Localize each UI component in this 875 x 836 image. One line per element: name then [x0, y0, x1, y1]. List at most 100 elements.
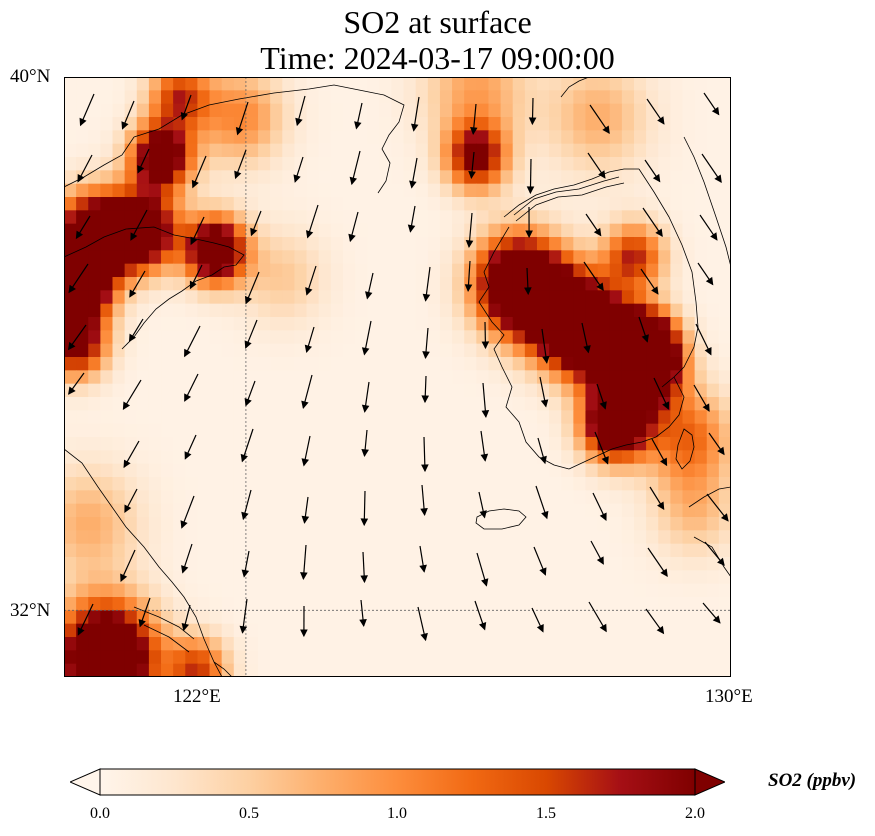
so2-cell: [379, 290, 393, 305]
so2-cell: [536, 370, 550, 385]
so2-cell: [233, 197, 247, 211]
so2-cell: [88, 637, 101, 651]
so2-cell: [646, 423, 659, 438]
so2-cell: [294, 223, 308, 238]
so2-cell: [148, 437, 162, 451]
so2-cell: [658, 263, 671, 278]
so2-cell: [148, 370, 162, 385]
so2-cell: [342, 103, 356, 118]
so2-cell: [561, 210, 574, 225]
wind-arrow-head: [464, 284, 473, 293]
so2-cell: [306, 317, 320, 331]
so2-cell: [452, 410, 465, 425]
so2-cell: [112, 397, 126, 411]
so2-cell: [573, 623, 587, 638]
so2-cell: [524, 557, 538, 571]
so2-cell: [112, 237, 126, 251]
so2-cell: [294, 650, 308, 665]
so2-cell: [342, 463, 356, 478]
so2-cell: [658, 490, 671, 505]
so2-cell: [64, 183, 77, 198]
so2-cell: [609, 610, 623, 625]
so2-cell: [294, 503, 308, 518]
so2-cell: [633, 637, 647, 651]
wind-arrow-head: [180, 112, 188, 121]
so2-cell: [282, 170, 296, 185]
so2-cell: [124, 557, 138, 571]
so2-cell: [536, 290, 550, 305]
so2-cell: [658, 277, 671, 291]
so2-cell: [185, 290, 198, 305]
so2-cell: [379, 330, 393, 345]
so2-cell: [233, 437, 247, 451]
so2-cell: [403, 383, 417, 398]
so2-cell: [197, 223, 211, 238]
so2-cell: [124, 197, 138, 211]
so2-cell: [488, 517, 502, 531]
so2-cell: [258, 450, 271, 465]
so2-cell: [549, 143, 562, 158]
so2-cell: [391, 303, 405, 318]
so2-cell: [682, 103, 696, 118]
so2-cell: [694, 650, 708, 665]
so2-cell: [282, 250, 296, 265]
so2-cell: [161, 623, 174, 638]
so2-cell: [585, 90, 599, 105]
so2-cell: [245, 637, 259, 651]
so2-cell: [342, 650, 356, 665]
so2-cell: [706, 317, 720, 331]
so2-cell: [670, 183, 684, 198]
so2-cell: [682, 557, 696, 571]
so2-cell: [633, 117, 647, 131]
so2-cell: [706, 330, 720, 345]
so2-cell: [694, 437, 708, 451]
so2-cell: [706, 170, 720, 185]
so2-cell: [439, 250, 453, 265]
so2-cell: [403, 437, 417, 451]
so2-cell: [609, 597, 623, 611]
so2-cell: [670, 210, 684, 225]
so2-cell: [646, 517, 659, 531]
so2-cell: [64, 237, 77, 251]
so2-cell: [112, 490, 126, 505]
so2-cell: [270, 410, 283, 425]
so2-cell: [646, 357, 659, 371]
so2-cell: [415, 423, 429, 438]
wind-arrow-head: [526, 186, 535, 195]
so2-cell: [524, 250, 538, 265]
so2-cell: [245, 663, 259, 677]
so2-cell: [161, 170, 174, 185]
so2-cell: [76, 130, 89, 145]
so2-cell: [112, 250, 126, 265]
so2-cell: [561, 250, 574, 265]
wind-arrow-head: [68, 386, 76, 395]
so2-cell: [476, 290, 490, 305]
so2-cell: [549, 503, 562, 518]
so2-cell: [621, 210, 635, 225]
so2-cell: [270, 223, 283, 238]
so2-cell: [221, 103, 235, 118]
so2-cell: [355, 637, 368, 651]
so2-cell: [670, 90, 684, 105]
so2-cell: [379, 317, 393, 331]
so2-cell: [585, 490, 599, 505]
so2-cell: [330, 557, 344, 571]
so2-cell: [209, 130, 223, 145]
so2-cell: [112, 450, 126, 465]
so2-cell: [209, 103, 223, 118]
so2-cell: [500, 503, 514, 518]
so2-cell: [318, 610, 332, 625]
so2-cell: [500, 437, 514, 451]
so2-cell: [452, 183, 465, 198]
so2-cell: [282, 530, 296, 545]
so2-cell: [415, 437, 429, 451]
so2-cell: [464, 183, 477, 198]
so2-cell: [282, 543, 296, 558]
so2-cell: [427, 90, 441, 105]
so2-cell: [197, 303, 211, 318]
so2-cell: [221, 650, 235, 665]
so2-cell: [197, 90, 211, 105]
so2-cell: [415, 157, 429, 171]
so2-cell: [342, 117, 356, 131]
so2-cell: [64, 103, 77, 118]
